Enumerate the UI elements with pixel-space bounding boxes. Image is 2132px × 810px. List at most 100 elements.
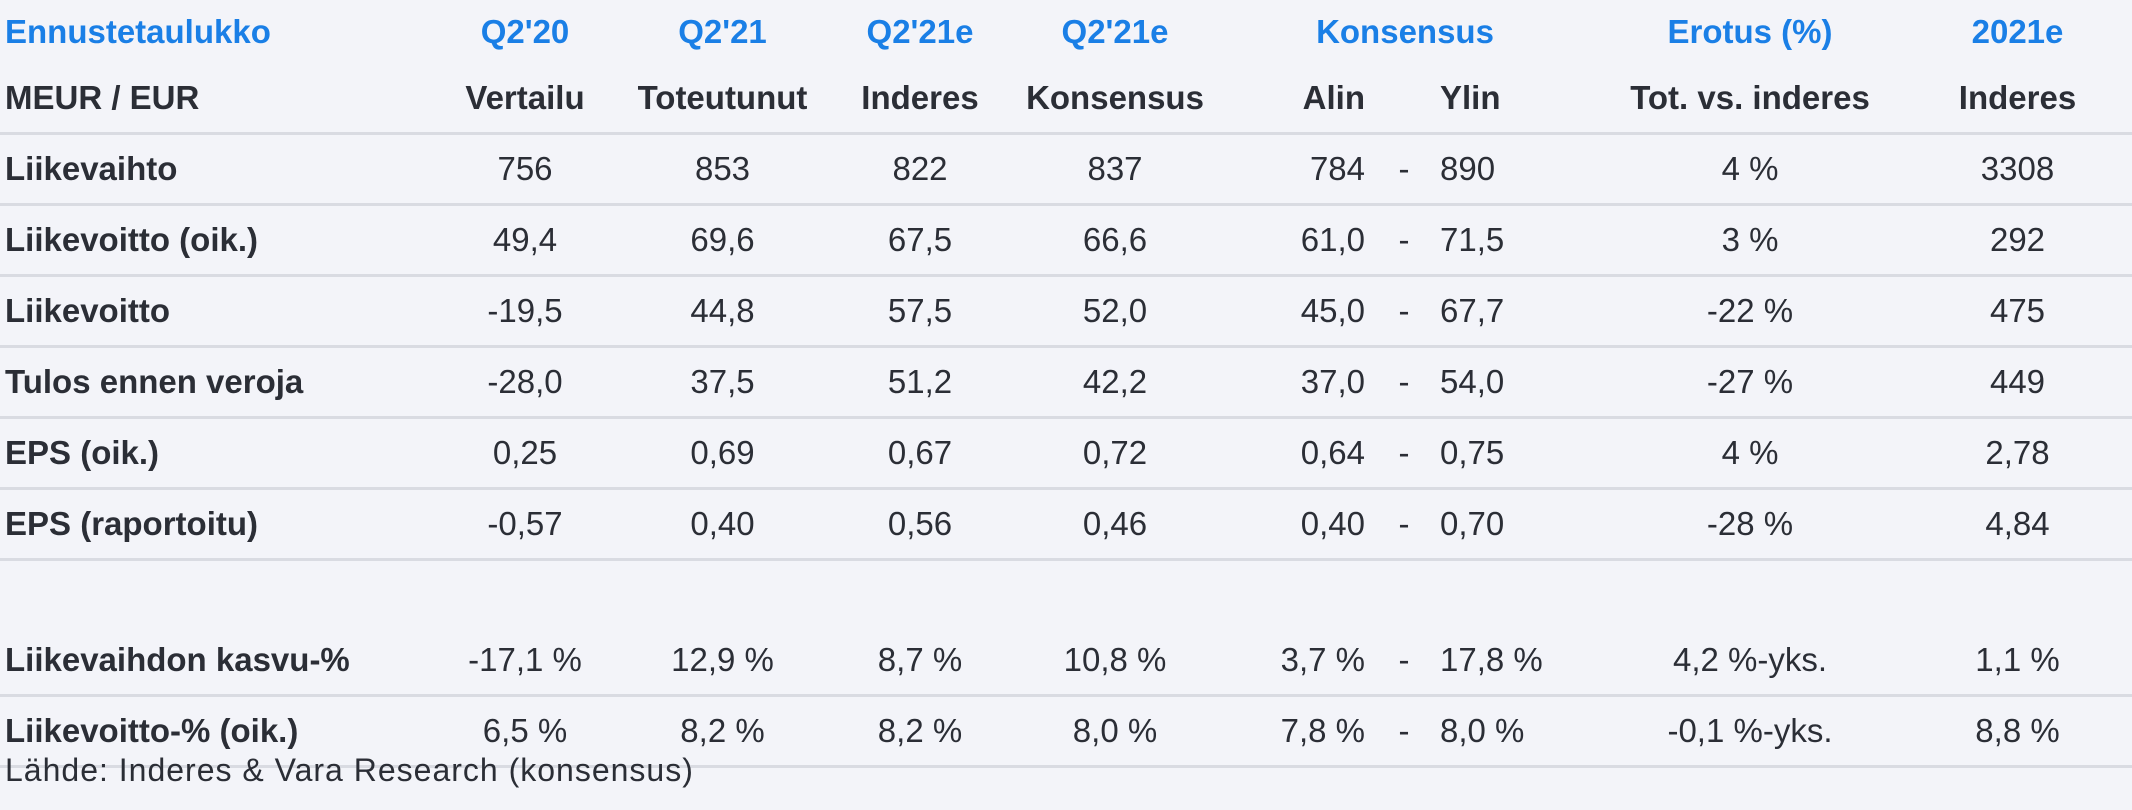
- spacer-row: [0, 561, 2132, 626]
- cell-inderes: 8,7 %: [877, 641, 963, 678]
- table-row: Liikevoitto (oik.) 49,4 69,6 67,5 66,6 61,0-7…: [0, 206, 2132, 277]
- cell-alin: 7,8 %: [1280, 712, 1365, 749]
- cell-erotus: -0,1 %-yks.: [1667, 712, 1833, 749]
- cell-alin: 61,0: [1300, 221, 1365, 258]
- cell-alin: 0,40: [1300, 505, 1365, 542]
- cell-inderes: 57,5: [887, 292, 953, 329]
- cell-alin: 45,0: [1300, 292, 1365, 329]
- cell-konsensus: 66,6: [1082, 221, 1148, 258]
- table-row: Tulos ennen veroja -28,0 37,5 51,2 42,2 37,0-…: [0, 348, 2132, 419]
- cell-erotus: -28 %: [1706, 505, 1794, 542]
- cell-range-dash: -: [1398, 292, 1410, 329]
- cell-range-dash: -: [1398, 712, 1410, 749]
- header-q221: Q2'21: [678, 13, 767, 50]
- header-row: Ennustetaulukko Q2'20 Q2'21 Q2'21e Q2'21…: [0, 0, 2132, 64]
- cell-konsensus: 10,8 %: [1063, 641, 1167, 678]
- forecast-table: Ennustetaulukko Q2'20 Q2'21 Q2'21e Q2'21…: [0, 0, 2132, 768]
- cell-ylin: 0,75: [1440, 434, 1505, 471]
- cell-inderes: 51,2: [887, 363, 953, 400]
- subheader-ylin: Ylin: [1440, 79, 1501, 116]
- cell-q220: 49,4: [492, 221, 558, 258]
- row-label: Liikevaihdon kasvu-%: [5, 641, 350, 678]
- cell-q220: -17,1 %: [468, 641, 582, 678]
- cell-q220: -0,57: [487, 505, 563, 542]
- cell-alin: 3,7 %: [1280, 641, 1365, 678]
- cell-range-dash: -: [1398, 641, 1410, 678]
- cell-q220: 0,25: [492, 434, 558, 471]
- cell-2021e: 8,8 %: [1975, 712, 2060, 749]
- cell-q221: 0,40: [690, 505, 755, 542]
- cell-q220: 756: [497, 150, 553, 187]
- cell-2021e: 475: [1989, 292, 2046, 329]
- subheader-toteutunut: Toteutunut: [637, 79, 808, 116]
- cell-ylin: 17,8 %: [1440, 641, 1543, 678]
- cell-konsensus: 0,46: [1082, 505, 1148, 542]
- table-row: Liikevaihdon kasvu-% -17,1 % 12,9 % 8,7 % 10…: [0, 626, 2132, 697]
- cell-erotus: 4,2 %-yks.: [1672, 641, 1828, 678]
- cell-2021e: 292: [1989, 221, 2046, 258]
- cell-konsensus: 0,72: [1082, 434, 1148, 471]
- cell-inderes: 0,67: [887, 434, 953, 471]
- subheader-inderes-2021: Inderes: [1958, 79, 2077, 116]
- cell-ylin: 54,0: [1440, 363, 1505, 400]
- cell-q220: -28,0: [487, 363, 563, 400]
- cell-2021e: 3308: [1980, 150, 2055, 187]
- header-konsensus: Konsensus: [1316, 13, 1494, 50]
- cell-inderes: 0,56: [887, 505, 953, 542]
- cell-range-dash: -: [1398, 505, 1410, 542]
- cell-q221: 853: [694, 150, 751, 187]
- row-label: EPS (raportoitu): [5, 505, 258, 542]
- row-label: Liikevaihto: [5, 150, 178, 187]
- cell-range-dash: -: [1398, 150, 1410, 187]
- header-q220: Q2'20: [480, 13, 570, 50]
- cell-inderes: 67,5: [887, 221, 953, 258]
- table-row: EPS (oik.) 0,25 0,69 0,67 0,72 0,64-0,75 4 % 2,…: [0, 419, 2132, 490]
- row-label: Liikevoitto (oik.): [5, 221, 259, 258]
- cell-q221: 8,2 %: [680, 712, 765, 749]
- cell-erotus: -27 %: [1706, 363, 1794, 400]
- subheader-tot-vs-inderes: Tot. vs. inderes: [1630, 79, 1870, 116]
- cell-2021e: 449: [1989, 363, 2046, 400]
- cell-konsensus: 52,0: [1082, 292, 1148, 329]
- header-q221e-konsensus: Q2'21e: [1061, 13, 1169, 50]
- subheader-inderes: Inderes: [861, 79, 979, 116]
- row-label: Liikevoitto-% (oik.): [5, 712, 299, 749]
- cell-ylin: 8,0 %: [1440, 712, 1525, 749]
- cell-q221: 69,6: [690, 221, 755, 258]
- cell-range-dash: -: [1398, 434, 1410, 471]
- cell-range-dash: -: [1398, 221, 1410, 258]
- table-row: EPS (raportoitu) -0,57 0,40 0,56 0,46 0,40-0,…: [0, 490, 2132, 561]
- cell-inderes: 822: [892, 150, 948, 187]
- table-row: Liikevoitto-% (oik.) 6,5 % 8,2 % 8,2 % 8,0 %…: [0, 697, 2132, 768]
- subheader-alin: Alin: [1302, 79, 1365, 116]
- row-label: Liikevoitto: [5, 292, 171, 329]
- cell-erotus: -22 %: [1706, 292, 1794, 329]
- subheader-row: MEUR / EUR Vertailu Toteutunut Inderes K…: [0, 64, 2132, 135]
- cell-ylin: 71,5: [1440, 221, 1505, 258]
- cell-range-dash: -: [1398, 363, 1410, 400]
- table-row: Liikevoitto -19,5 44,8 57,5 52,0 45,0-67,7 -22…: [0, 277, 2132, 348]
- cell-q221: 37,5: [690, 363, 755, 400]
- cell-erotus: 4 %: [1721, 434, 1779, 471]
- header-q221e-inderes: Q2'21e: [866, 13, 974, 50]
- cell-alin: 784: [1309, 150, 1365, 187]
- cell-konsensus: 42,2: [1082, 363, 1148, 400]
- cell-inderes: 8,2 %: [877, 712, 963, 749]
- cell-2021e: 1,1 %: [1975, 641, 2060, 678]
- cell-alin: 37,0: [1300, 363, 1365, 400]
- cell-ylin: 890: [1440, 150, 1496, 187]
- subheader-konsensus: Konsensus: [1026, 79, 1204, 116]
- cell-q220: -19,5: [487, 292, 563, 329]
- row-label: EPS (oik.): [5, 434, 160, 471]
- cell-2021e: 2,78: [1985, 434, 2050, 471]
- cell-q221: 12,9 %: [671, 641, 774, 678]
- cell-q221: 44,8: [690, 292, 755, 329]
- header-2021e: 2021e: [1971, 13, 2064, 50]
- source-note: Lähde: Inderes & Vara Research (konsensu…: [5, 752, 694, 788]
- cell-konsensus: 8,0 %: [1072, 712, 1158, 749]
- table-title: Ennustetaulukko: [5, 13, 271, 50]
- cell-2021e: 4,84: [1985, 505, 2050, 542]
- cell-konsensus: 837: [1087, 150, 1143, 187]
- cell-q220: 6,5 %: [482, 712, 568, 749]
- cell-alin: 0,64: [1300, 434, 1365, 471]
